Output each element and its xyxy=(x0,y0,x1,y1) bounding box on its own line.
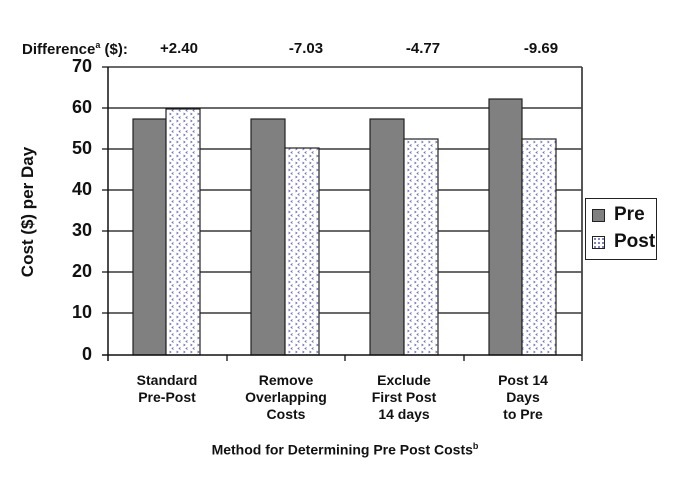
difference-label: Differencea ($): xyxy=(22,40,128,58)
bar-post xyxy=(403,138,439,356)
post-swatch-icon xyxy=(592,235,605,249)
difference-value: -4.77 xyxy=(405,40,441,57)
y-tick-label: 0 xyxy=(81,344,92,364)
difference-value: +2.40 xyxy=(160,40,198,57)
legend-item-post: Post xyxy=(592,231,655,253)
pre-swatch-icon xyxy=(592,208,605,222)
y-tick-label: 60 xyxy=(71,97,92,117)
y-tick-label: 10 xyxy=(71,302,92,322)
x-category-label: Standard Pre-Post xyxy=(136,372,198,405)
bar-pre xyxy=(132,118,167,356)
x-axis-label: Method for Determining Pre Post Costsb xyxy=(211,441,479,458)
bar-post xyxy=(284,147,320,356)
y-tick-label: 50 xyxy=(71,138,92,158)
bar-pre xyxy=(369,118,405,356)
difference-value: -9.69 xyxy=(523,40,559,57)
y-tick-label: 70 xyxy=(71,56,92,76)
y-tick-label: 40 xyxy=(71,179,92,199)
y-tick-label: 20 xyxy=(71,261,92,281)
difference-value: -7.03 xyxy=(288,40,324,57)
x-category-label: Post 14 Days to Pre xyxy=(498,372,548,422)
bar-post xyxy=(521,138,557,356)
y-tick-label: 30 xyxy=(71,220,92,240)
x-category-label: Remove Overlapping Costs xyxy=(245,372,327,422)
legend: Pre Post xyxy=(585,198,657,260)
x-category-label: Exclude First Post 14 days xyxy=(371,372,437,422)
bar-post xyxy=(165,108,201,356)
legend-item-pre: Pre xyxy=(592,204,645,226)
bar-pre xyxy=(250,118,286,356)
bar-pre xyxy=(488,98,523,356)
